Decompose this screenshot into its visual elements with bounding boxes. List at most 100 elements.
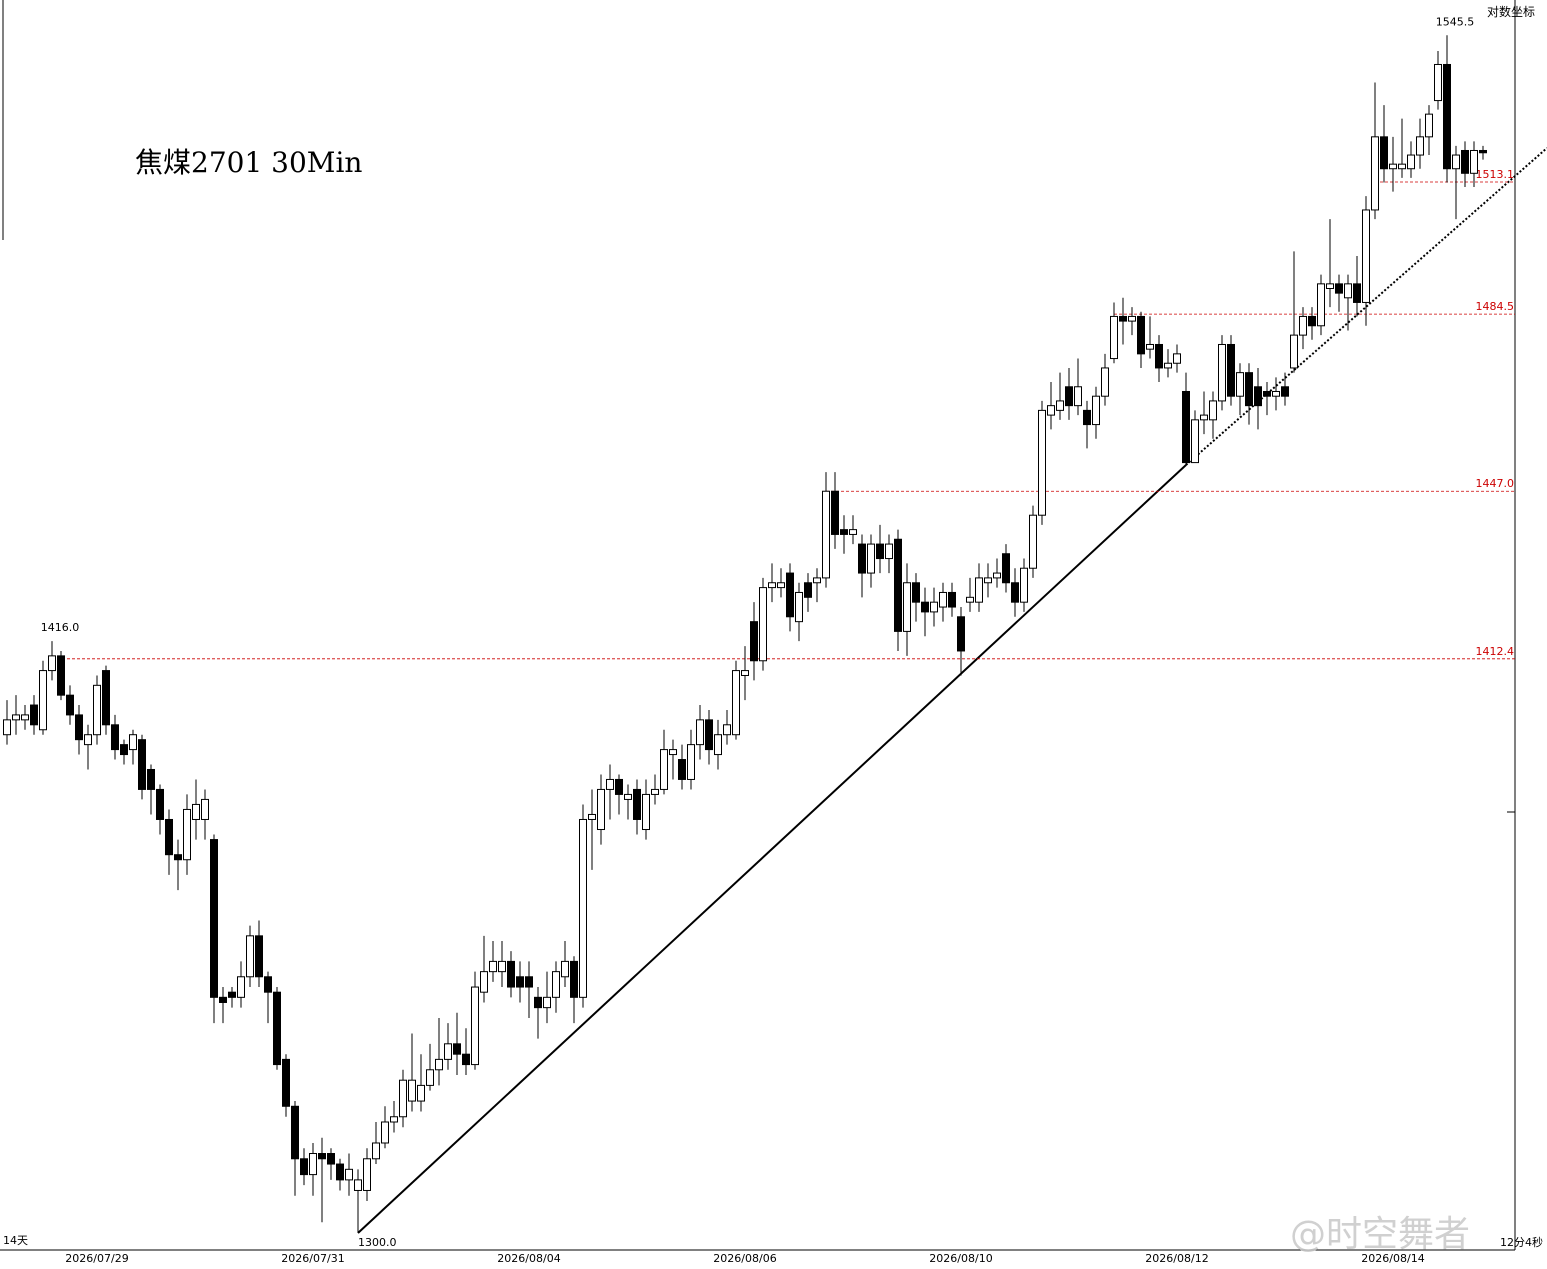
candle-body — [300, 1158, 308, 1176]
candle-body — [1173, 353, 1181, 364]
timer-label: 12分4秒 — [1500, 1235, 1543, 1249]
candle-body — [489, 960, 497, 973]
candle-body — [1308, 315, 1316, 327]
candle-body — [147, 768, 155, 790]
watermark: @时空舞者 — [1290, 1214, 1470, 1255]
candle-body — [174, 854, 182, 861]
candle-body — [1182, 390, 1190, 464]
candle-body — [1299, 315, 1307, 336]
candle-body — [3, 719, 11, 736]
candle-body — [1011, 582, 1019, 603]
candle-body — [1128, 315, 1136, 322]
candle-body — [246, 935, 254, 978]
candle-body — [912, 582, 920, 603]
candle-body — [651, 788, 659, 795]
candle-body — [471, 986, 479, 1066]
candle-body — [606, 778, 614, 790]
candle-body — [1281, 386, 1289, 397]
candle-body — [1038, 409, 1046, 516]
candle-body — [1335, 283, 1343, 294]
reference-label: 1447.0 — [1476, 477, 1515, 490]
candle-body — [498, 960, 506, 973]
candle-body — [1065, 386, 1073, 407]
candle-body — [408, 1079, 416, 1102]
candle-body — [264, 976, 272, 993]
candle-body — [318, 1153, 326, 1160]
candle-body — [1209, 400, 1217, 421]
candle-body — [876, 543, 884, 560]
candle-body — [48, 655, 56, 672]
candle-body — [543, 996, 551, 1009]
candle-body — [111, 724, 119, 751]
candle-body — [1344, 283, 1352, 299]
candle-body — [867, 543, 875, 574]
candle-body — [975, 577, 983, 603]
candle-body — [93, 684, 101, 736]
candle-body — [1290, 334, 1298, 369]
candle-body — [1245, 372, 1253, 407]
candle-body — [1425, 113, 1433, 138]
candle-body — [12, 714, 20, 721]
candle-body — [345, 1168, 353, 1181]
candle-body — [57, 655, 65, 696]
candle-body — [1461, 149, 1469, 174]
x-tick-label: 2026/07/29 — [65, 1252, 128, 1265]
candle-body — [453, 1043, 461, 1055]
x-tick-label: 2026/08/12 — [1145, 1252, 1208, 1265]
candle-body — [1236, 372, 1244, 397]
candle-body — [255, 935, 263, 978]
candle-body — [633, 788, 641, 820]
candle-body — [714, 734, 722, 756]
candle-body — [1092, 395, 1100, 426]
candle-body — [948, 591, 956, 608]
candle-body — [525, 976, 533, 988]
candle-body — [66, 694, 74, 716]
candle-body — [1362, 209, 1370, 303]
candle-body — [597, 788, 605, 831]
candle-body — [723, 724, 731, 736]
x-tick-label: 2026/08/10 — [929, 1252, 992, 1265]
candle-body — [30, 704, 38, 726]
candle-body — [858, 543, 866, 574]
candle-body — [1191, 419, 1199, 464]
candle-body — [705, 719, 713, 751]
candle-body — [831, 490, 839, 535]
x-tick-label: 2026/07/31 — [281, 1252, 344, 1265]
candle-body — [165, 818, 173, 856]
candle-body — [291, 1105, 299, 1160]
candle-body — [435, 1058, 443, 1071]
reference-label: 1412.4 — [1476, 645, 1515, 658]
candle-body — [930, 601, 938, 613]
candle-body — [462, 1053, 470, 1066]
candle-body — [1047, 405, 1055, 416]
candle-body — [516, 976, 524, 988]
candle-body — [678, 759, 686, 780]
candle-body — [1101, 367, 1109, 397]
candle-body — [903, 582, 911, 632]
candle-body — [615, 778, 623, 795]
candle-body — [1272, 390, 1280, 397]
candle-body — [741, 670, 749, 676]
candle-body — [1200, 414, 1208, 421]
candle-body — [1110, 315, 1118, 360]
candle-body — [84, 734, 92, 746]
candle-body — [228, 991, 236, 998]
candle-body — [399, 1079, 407, 1118]
reference-label: 1513.1 — [1476, 168, 1515, 181]
candle-body — [1326, 283, 1334, 289]
candle-body — [1380, 136, 1388, 170]
candle-body — [21, 714, 29, 721]
candle-body — [354, 1179, 362, 1191]
candle-body — [507, 960, 515, 988]
candle-body — [1227, 343, 1235, 397]
candle-body — [336, 1163, 344, 1181]
candle-body — [588, 813, 596, 820]
candle-body — [381, 1121, 389, 1144]
candle-body — [120, 744, 128, 756]
candle-body — [1119, 315, 1127, 322]
candle-body — [417, 1084, 425, 1102]
candle-body — [795, 591, 803, 623]
